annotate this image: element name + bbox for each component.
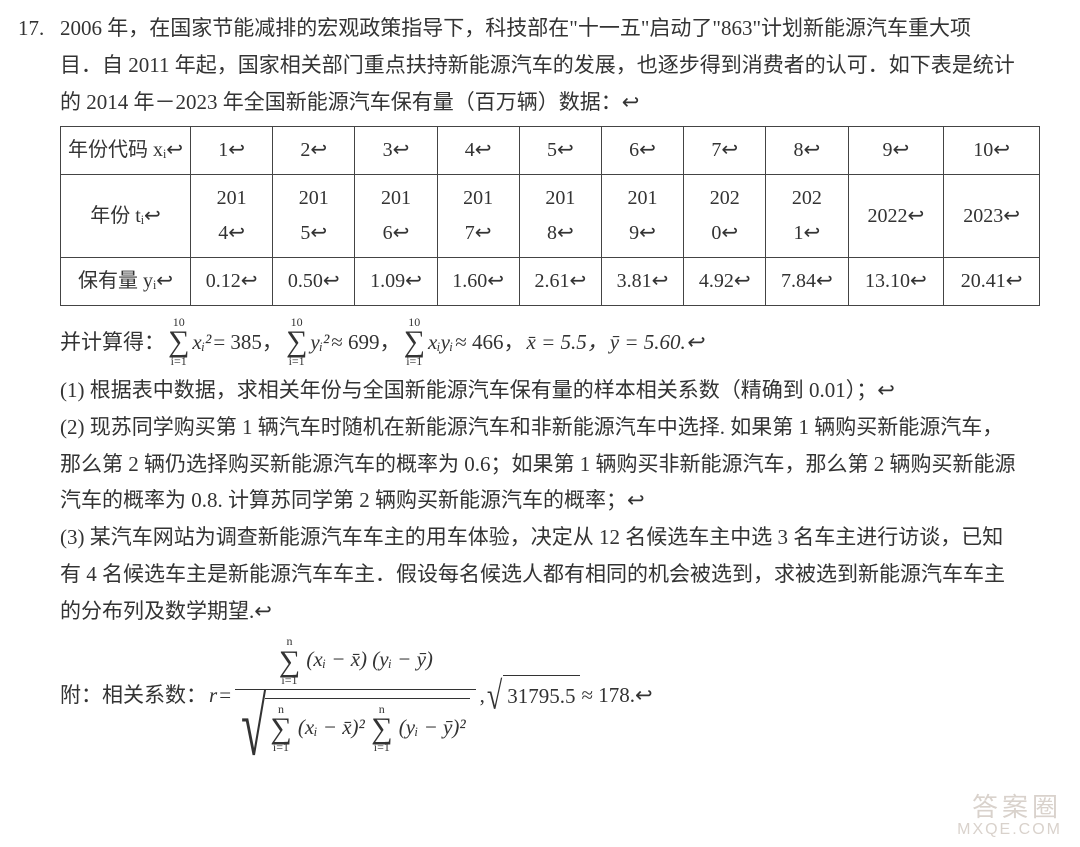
sqrt-value: 31795.5 <box>503 675 579 715</box>
sigma-icon: 10 ∑ i=1 <box>404 316 425 368</box>
year-7: 202 0↩ <box>684 175 766 258</box>
stock-8: 7.84↩ <box>766 258 848 306</box>
stock-9: 13.10↩ <box>848 258 944 306</box>
code-10: 10↩ <box>944 127 1040 175</box>
den-b: (yᵢ − ȳ)² <box>399 714 466 738</box>
yi-squared: yᵢ² <box>310 324 329 361</box>
year-1: 201 4↩ <box>191 175 273 258</box>
tail-approx: ≈ 178.↩ <box>582 677 653 714</box>
sqrt-icon: √ <box>487 663 502 732</box>
year-8: 202 1↩ <box>766 175 848 258</box>
ybar: ȳ = 5.60.↩ <box>610 324 704 361</box>
stats-line: 并计算得： 10 ∑ i=1 xᵢ² = 385， 10 ∑ i=1 yᵢ² ≈… <box>60 316 1056 368</box>
appendix-correlation: 附：相关系数： r = n ∑ i=1 (xᵢ − x̄) (yᵢ − ȳ) √… <box>60 635 1056 754</box>
sqrt-icon: √ <box>241 681 266 776</box>
eq-2: ≈ 699， <box>331 324 400 361</box>
year-3: 201 6↩ <box>355 175 437 258</box>
eq-1: = 385， <box>213 324 283 361</box>
code-6: 6↩ <box>601 127 683 175</box>
intro-line-3: 的 2014 年－2023 年全国新能源汽车保有量（百万辆）数据：↩ <box>60 84 1056 121</box>
th-code: 年份代码 xᵢ↩ <box>61 127 191 175</box>
sub-q3-l2: 有 4 名候选车主是新能源汽车车主．假设每名候选人都有相同的机会被选到，求被选到… <box>60 556 1056 593</box>
stock-3: 1.09↩ <box>355 258 437 306</box>
den-a: (xᵢ − x̄)² <box>298 714 365 738</box>
stock-4: 1.60↩ <box>437 258 519 306</box>
th-year: 年份 tᵢ↩ <box>61 175 191 258</box>
fraction: n ∑ i=1 (xᵢ − x̄) (yᵢ − ȳ) √ n ∑ i=1 (xᵢ… <box>235 635 476 754</box>
eq-3: ≈ 466， <box>455 324 524 361</box>
numerator-expr: (xᵢ − x̄) (yᵢ − ȳ) <box>306 647 433 671</box>
year-2: 201 5↩ <box>273 175 355 258</box>
problem-body: 2006 年，在国家节能减排的宏观政策指导下，科技部在"十一五"启动了"863"… <box>60 10 1056 754</box>
xi-squared: xᵢ² <box>192 324 211 361</box>
code-5: 5↩ <box>519 127 601 175</box>
sigma-icon: n ∑ i=1 <box>371 703 392 755</box>
year-9: 2022↩ <box>848 175 944 258</box>
code-8: 8↩ <box>766 127 848 175</box>
data-table: 年份代码 xᵢ↩ 1↩ 2↩ 3↩ 4↩ 5↩ 6↩ 7↩ 8↩ 9↩ 10↩ … <box>60 126 1040 306</box>
xiyi: xᵢyᵢ <box>428 324 453 361</box>
stock-2: 0.50↩ <box>273 258 355 306</box>
year-4: 201 7↩ <box>437 175 519 258</box>
watermark-en: MXQE.COM <box>957 821 1062 839</box>
year-5: 201 8↩ <box>519 175 601 258</box>
sigma-icon: n ∑ i=1 <box>270 703 291 755</box>
r-symbol: r <box>209 677 217 714</box>
stats-prefix: 并计算得： <box>60 324 165 361</box>
code-7: 7↩ <box>684 127 766 175</box>
code-9: 9↩ <box>848 127 944 175</box>
appendix-label: 附：相关系数： <box>60 677 207 714</box>
code-2: 2↩ <box>273 127 355 175</box>
sigma-icon: 10 ∑ i=1 <box>286 316 307 368</box>
stock-6: 3.81↩ <box>601 258 683 306</box>
year-10: 2023↩ <box>944 175 1040 258</box>
th-stock: 保有量 yᵢ↩ <box>61 258 191 306</box>
sub-q3-l3: 的分布列及数学期望.↩ <box>60 593 1056 630</box>
comma: , <box>480 677 485 714</box>
watermark-cn: 答案圈 <box>957 793 1062 822</box>
code-3: 3↩ <box>355 127 437 175</box>
sigma-icon: 10 ∑ i=1 <box>168 316 189 368</box>
code-1: 1↩ <box>191 127 273 175</box>
watermark: 答案圈 MXQE.COM <box>957 793 1062 839</box>
sub-q2-l2: 那么第 2 辆仍选择购买新能源汽车的概率为 0.6；如果第 1 辆购买非新能源汽… <box>60 446 1056 483</box>
equals-sign: = <box>219 677 231 714</box>
sub-q2-l1: (2) 现苏同学购买第 1 辆汽车时随机在新能源汽车和非新能源汽车中选择. 如果… <box>60 409 1056 446</box>
stock-5: 2.61↩ <box>519 258 601 306</box>
sigma-icon: n ∑ i=1 <box>279 635 300 687</box>
question-number: 17. <box>18 10 44 47</box>
intro-line-2: 目．自 2011 年起，国家相关部门重点扶持新能源汽车的发展，也逐步得到消费者的… <box>60 47 1056 84</box>
sub-q3-l1: (3) 某汽车网站为调查新能源汽车车主的用车体验，决定从 12 名候选车主中选 … <box>60 519 1056 556</box>
intro-line-1: 2006 年，在国家节能减排的宏观政策指导下，科技部在"十一五"启动了"863"… <box>60 10 1056 47</box>
code-4: 4↩ <box>437 127 519 175</box>
sub-q1: (1) 根据表中数据，求相关年份与全国新能源汽车保有量的样本相关系数（精确到 0… <box>60 372 1056 409</box>
stock-7: 4.92↩ <box>684 258 766 306</box>
stock-1: 0.12↩ <box>191 258 273 306</box>
year-6: 201 9↩ <box>601 175 683 258</box>
stock-10: 20.41↩ <box>944 258 1040 306</box>
xbar: x̄ = 5.5， <box>527 324 608 361</box>
sub-q2-l3: 汽车的概率为 0.8. 计算苏同学第 2 辆购买新能源汽车的概率；↩ <box>60 482 1056 519</box>
